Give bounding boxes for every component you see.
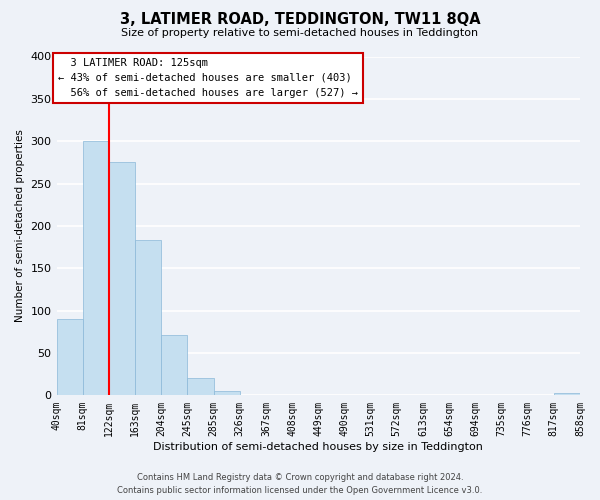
Text: 3 LATIMER ROAD: 125sqm
← 43% of semi-detached houses are smaller (403)
  56% of : 3 LATIMER ROAD: 125sqm ← 43% of semi-det… (58, 58, 358, 98)
Bar (214, 391, 240, 396)
Y-axis label: Number of semi-detached properties: Number of semi-detached properties (15, 130, 25, 322)
Text: Contains HM Land Registry data © Crown copyright and database right 2024.
Contai: Contains HM Land Registry data © Crown c… (118, 474, 482, 495)
Bar (135, 240, 161, 396)
Bar (554, 393, 580, 396)
Bar (109, 162, 135, 396)
Bar (56, 319, 83, 396)
Bar (161, 336, 187, 396)
Text: 3, LATIMER ROAD, TEDDINGTON, TW11 8QA: 3, LATIMER ROAD, TEDDINGTON, TW11 8QA (119, 12, 481, 28)
X-axis label: Distribution of semi-detached houses by size in Teddington: Distribution of semi-detached houses by … (154, 442, 483, 452)
Text: Size of property relative to semi-detached houses in Teddington: Size of property relative to semi-detach… (121, 28, 479, 38)
Bar (83, 141, 109, 396)
Bar (187, 378, 214, 396)
